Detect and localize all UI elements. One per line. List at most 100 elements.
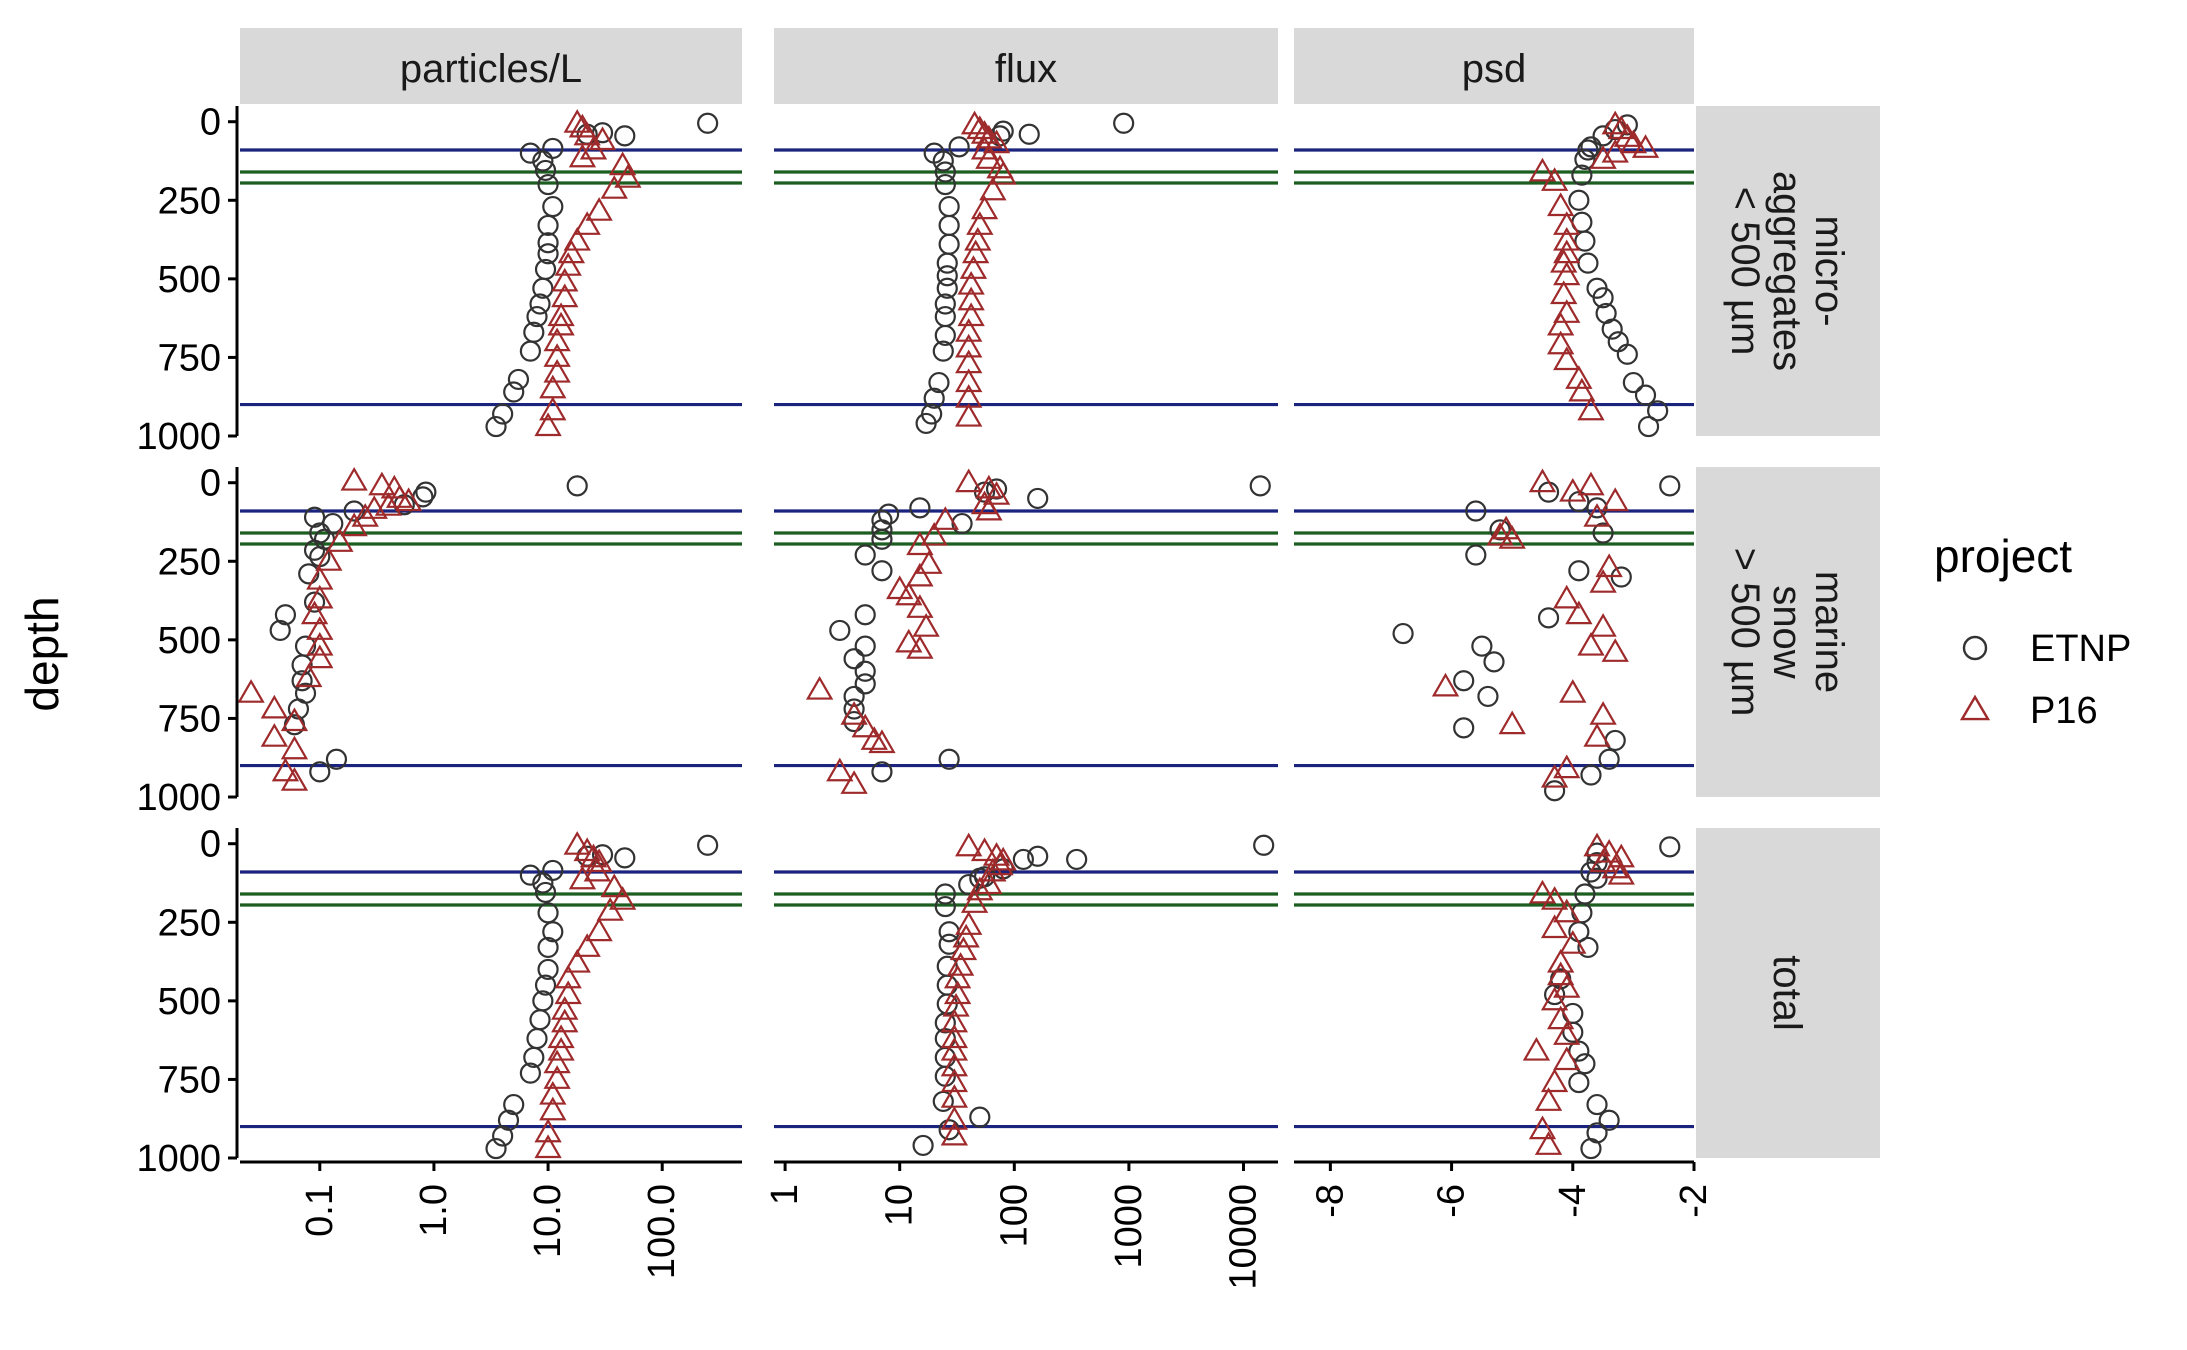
point-etnp: [614, 125, 636, 147]
point-etnp: [1471, 635, 1493, 657]
panel-total-particles: [240, 831, 742, 1160]
point-p16: [1547, 1005, 1575, 1030]
point-p16: [906, 562, 934, 587]
point-etnp: [1392, 622, 1414, 645]
point-etnp: [537, 232, 559, 254]
point-etnp: [1483, 651, 1505, 673]
point-p16: [895, 628, 923, 653]
point-p16: [543, 1065, 571, 1089]
point-p16: [952, 923, 980, 948]
point-etnp: [871, 528, 893, 550]
point-p16: [534, 1134, 562, 1159]
point-etnp: [537, 958, 559, 981]
point-etnp: [932, 340, 954, 362]
legend-label: P16: [2030, 690, 2098, 732]
point-etnp: [507, 368, 530, 391]
point-p16: [1601, 487, 1629, 512]
point-etnp: [1465, 500, 1487, 522]
point-p16: [1577, 396, 1605, 421]
point-etnp: [697, 112, 719, 134]
point-p16: [588, 126, 617, 151]
point-etnp: [343, 500, 365, 522]
point-etnp: [1598, 1109, 1620, 1131]
point-p16: [1540, 1068, 1569, 1093]
point-p16: [596, 897, 624, 921]
point-p16: [975, 145, 1003, 169]
point-p16: [1547, 961, 1575, 986]
point-p16: [975, 496, 1003, 521]
point-p16: [614, 164, 642, 188]
point-etnp: [1113, 112, 1135, 134]
point-p16: [805, 675, 834, 700]
point-p16: [551, 267, 579, 292]
point-p16: [543, 1049, 571, 1074]
legend-circle-icon: [1962, 635, 1988, 661]
point-etnp: [503, 1093, 525, 1116]
point-p16: [1534, 1087, 1563, 1111]
point-p16: [1583, 723, 1611, 747]
point-p16: [1607, 860, 1635, 885]
point-p16: [600, 175, 628, 199]
point-p16: [970, 837, 999, 862]
point-p16: [260, 694, 289, 719]
point-p16: [955, 832, 983, 857]
point-etnp: [1647, 400, 1669, 422]
point-etnp: [1453, 670, 1475, 692]
point-p16: [585, 848, 613, 873]
point-p16: [583, 857, 611, 882]
point-etnp: [485, 415, 507, 438]
point-p16: [1565, 600, 1593, 625]
point-p16: [563, 109, 591, 133]
point-etnp: [1066, 848, 1088, 871]
point-p16: [563, 831, 591, 855]
point-p16: [1553, 261, 1581, 286]
point-etnp: [303, 506, 326, 528]
point-p16: [1553, 1021, 1581, 1045]
point-etnp: [309, 761, 331, 783]
point-p16: [573, 121, 601, 146]
panel-micro-flux: [774, 110, 1278, 435]
point-p16: [1601, 110, 1629, 135]
point-etnp: [542, 921, 564, 943]
point-etnp: [829, 619, 851, 642]
legend-entry-p16: P16: [1959, 690, 2098, 732]
point-etnp: [291, 654, 313, 676]
point-p16: [1528, 879, 1557, 904]
point-etnp: [1622, 371, 1644, 394]
point-etnp: [936, 277, 958, 299]
point-p16: [551, 996, 579, 1020]
x-tick-label: 1000: [1108, 1184, 1150, 1269]
point-p16: [960, 889, 989, 913]
point-p16: [1553, 299, 1581, 323]
point-p16: [585, 917, 613, 942]
point-p16: [940, 1052, 969, 1077]
strip-label-line: total: [1765, 955, 1809, 1031]
point-p16: [539, 396, 567, 421]
point-p16: [1583, 832, 1611, 857]
panel-micro-psd: [1294, 110, 1694, 438]
point-etnp: [1586, 1093, 1608, 1116]
point-p16: [970, 195, 999, 220]
x-tick-label: -6: [1431, 1184, 1473, 1218]
point-etnp: [1616, 343, 1638, 365]
point-p16: [955, 333, 983, 358]
point-etnp: [1027, 845, 1049, 867]
strips-layer: particles/L flux psd micro-aggregates< 500 …: [240, 28, 1880, 1158]
strip-label-micro: micro-aggregates< 500 µm: [1723, 171, 1851, 371]
point-etnp: [274, 604, 297, 626]
point-etnp: [1562, 1021, 1584, 1043]
point-p16: [955, 402, 983, 427]
y-tick-label: 0: [200, 463, 221, 505]
point-p16: [1631, 134, 1660, 158]
point-etnp: [291, 670, 313, 692]
point-p16: [940, 1036, 969, 1061]
point-p16: [1601, 854, 1629, 879]
y-tick-label: 500: [158, 259, 221, 301]
x-tick-label: 0.1: [299, 1184, 341, 1237]
point-p16: [955, 911, 983, 935]
point-etnp: [614, 847, 636, 869]
point-etnp: [843, 685, 865, 708]
point-etnp: [1601, 318, 1623, 340]
point-p16: [868, 729, 896, 754]
point-p16: [906, 594, 934, 618]
